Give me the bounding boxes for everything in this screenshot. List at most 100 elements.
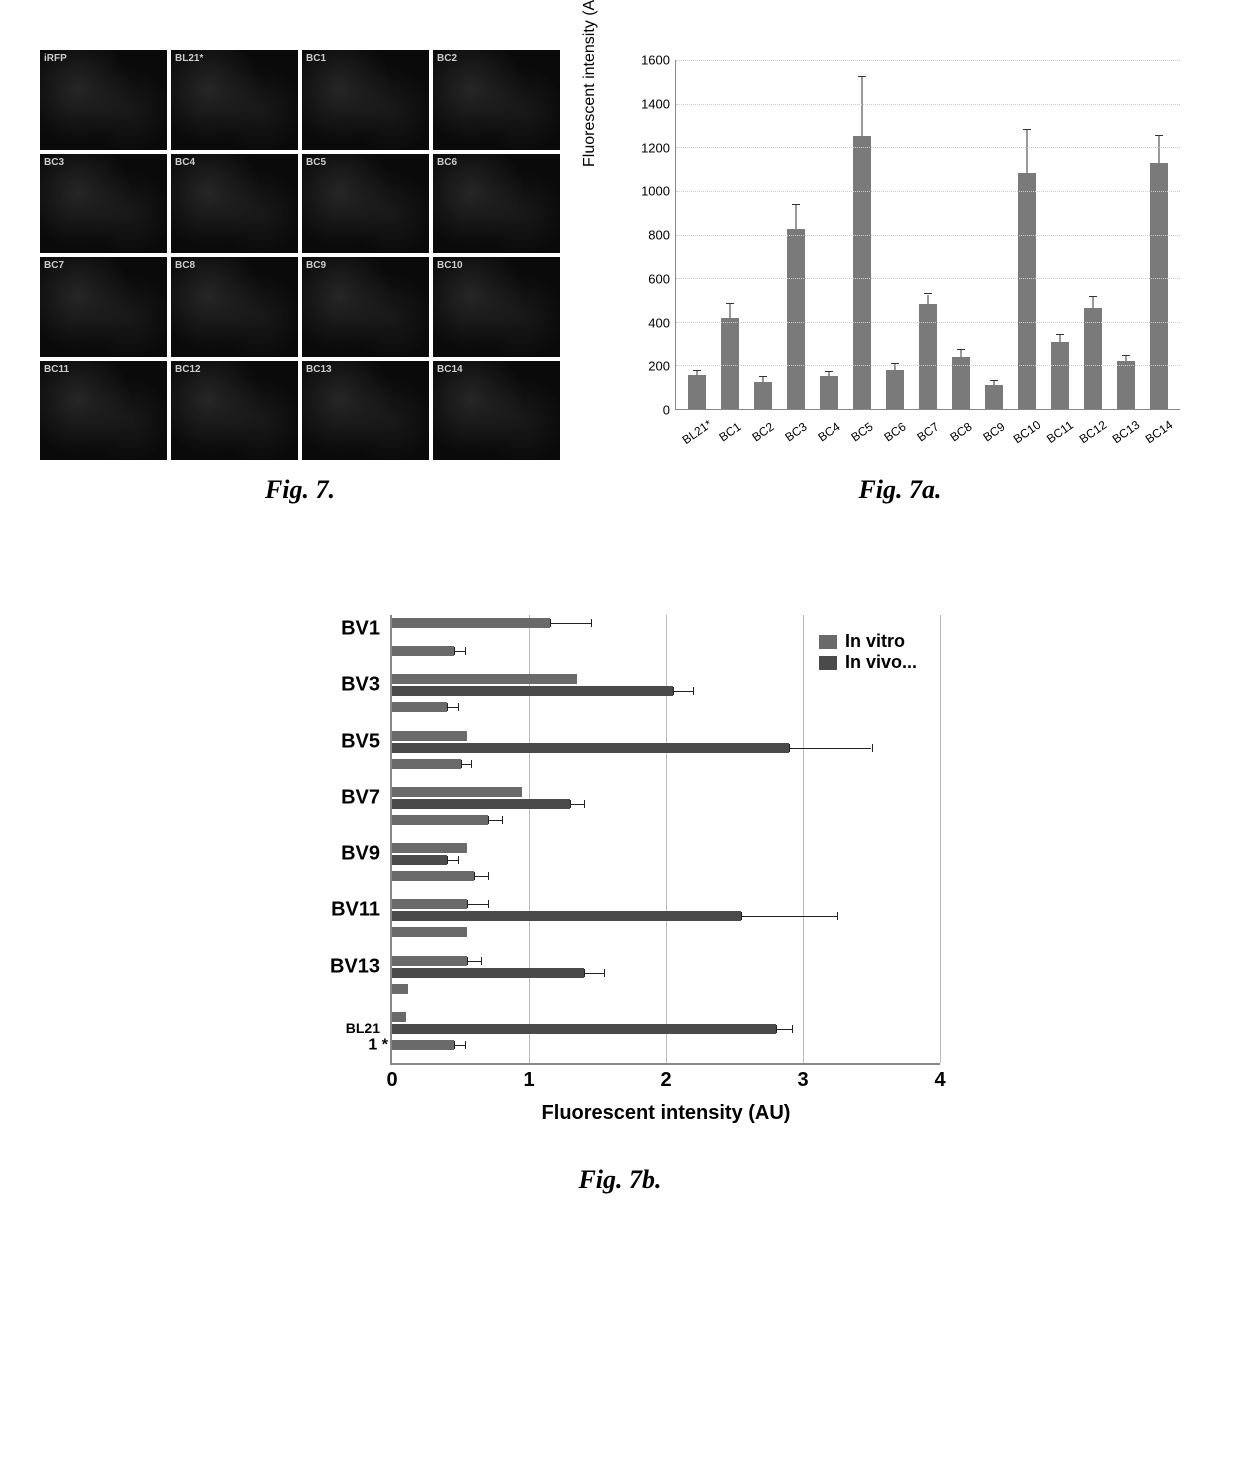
legend-label-invivo: In vivo... [845, 652, 917, 673]
fig7a-plot-area: BL21*BC1BC2BC3BC4BC5BC6BC7BC8BC9BC10BC11… [675, 60, 1180, 410]
fig7b-ytick-label: BV5 [341, 730, 380, 753]
fig7a-bar [1117, 361, 1135, 409]
fig7a-xtick-label: BC10 [1011, 418, 1044, 447]
fig7a-bar [1051, 342, 1069, 409]
fig7-cell: BC14 [433, 361, 560, 461]
fig7-cell-label: BC4 [175, 157, 195, 168]
fig7-cell: iRFP [40, 50, 167, 150]
fig7b-bar-invitro [392, 759, 461, 769]
fig7b-ytick-label: BV13 [330, 955, 380, 978]
fig7a-chart: Fluorescent intensity (AU) BL21*BC1BC2BC… [600, 50, 1190, 460]
fig7b-xtick-label: 4 [934, 1069, 945, 1092]
fig7a-bar [1084, 308, 1102, 409]
fig7a-bar [1018, 173, 1036, 409]
fig7a-ytick-label: 1200 [640, 140, 670, 155]
fig7a-bar [886, 370, 904, 409]
fig7-cell-label: BC1 [306, 53, 326, 64]
fig7a-ytick-label: 0 [640, 403, 670, 418]
fig7-cell: BC10 [433, 257, 560, 357]
fig7-cell: BC8 [171, 257, 298, 357]
fig7a-xtick-label: BC3 [783, 420, 810, 445]
fig7a-caption: Fig. 7a. [600, 475, 1200, 505]
fig7a-bar [754, 382, 772, 409]
fig7b-bar-invitro [392, 646, 454, 656]
fig7b-bar-invitro [392, 674, 577, 684]
legend-swatch-invitro-icon [819, 635, 837, 649]
fig7a-ylabel: Fluorescent intensity (AU) [581, 0, 599, 167]
fig7b-bar-invitro [392, 702, 447, 712]
fig7-cell: BC12 [171, 361, 298, 461]
fig7a-ytick-label: 1600 [640, 53, 670, 68]
fig7b-xlabel: Fluorescent intensity (AU) [542, 1102, 791, 1125]
fig7b-bar-invitro [392, 956, 467, 966]
fig7a-ytick-label: 600 [640, 271, 670, 286]
fig7a-xtick-label: BC5 [849, 420, 876, 445]
fig7-cell-label: BC5 [306, 157, 326, 168]
fig7b-bar-invitro [392, 899, 467, 909]
fig7b-bar-invitro [392, 927, 467, 937]
fig7-cell-label: BC14 [437, 364, 463, 375]
fig7-cell-label: BC10 [437, 260, 463, 271]
fig7-image-grid: iRFP BL21* BC1 BC2 BC3 BC4 BC5 BC6 BC7 BC8 BC9 BC10… [40, 50, 560, 460]
fig7b-legend: In vitro In vivo... [811, 627, 925, 677]
fig7-cell-label: BC6 [437, 157, 457, 168]
fig7a-bar [919, 304, 937, 409]
fig7b-xtick-label: 0 [386, 1069, 397, 1092]
fig7-cell-label: BC7 [44, 260, 64, 271]
fig7b-chart: In vitro In vivo... Fluorescent intensit… [260, 605, 980, 1145]
fig7a-ytick-label: 1400 [640, 96, 670, 111]
fig7a-xtick-label: BC8 [947, 420, 974, 445]
fig7b-bar-invitro [392, 815, 488, 825]
fig7b-bar-invitro [392, 1012, 406, 1022]
fig7-cell: BC3 [40, 154, 167, 254]
fig7b-xtick-label: 1 [523, 1069, 534, 1092]
fig7b: In vitro In vivo... Fluorescent intensit… [260, 605, 980, 1195]
fig7-cell-label: iRFP [44, 53, 67, 64]
fig7a-bar [787, 229, 805, 409]
fig7b-bar-invivo [392, 799, 570, 809]
fig7-cell-label: BC8 [175, 260, 195, 271]
fig7a-ytick-label: 800 [640, 228, 670, 243]
fig7a-bar [820, 376, 838, 409]
legend-swatch-invivo-icon [819, 656, 837, 670]
legend-label-invitro: In vitro [845, 631, 905, 652]
fig7a-xtick-label: BC12 [1076, 418, 1109, 447]
fig7-cell: BC6 [433, 154, 560, 254]
fig7b-xtick-label: 3 [797, 1069, 808, 1092]
fig7a-bar [853, 136, 871, 409]
fig7-cell: BC5 [302, 154, 429, 254]
fig7b-plot-area: In vitro In vivo... Fluorescent intensit… [390, 615, 940, 1065]
fig7b-legend-invitro: In vitro [819, 631, 917, 652]
fig7b-bar-invivo [392, 911, 741, 921]
fig7: iRFP BL21* BC1 BC2 BC3 BC4 BC5 BC6 BC7 BC8 BC9 BC10… [40, 50, 560, 505]
fig7b-bar-invitro [392, 871, 474, 881]
fig7b-bar-invitro [392, 731, 467, 741]
fig7a-ytick-label: 1000 [640, 184, 670, 199]
fig7a-xtick-label: BC9 [980, 420, 1007, 445]
fig7b-bar-invivo [392, 686, 673, 696]
fig7-cell-label: BC11 [44, 364, 69, 375]
fig7-cell-label: BC12 [175, 364, 201, 375]
fig7-cell: BC4 [171, 154, 298, 254]
fig7b-ytick-label: BV1 [341, 618, 380, 641]
fig7-cell: BC11 [40, 361, 167, 461]
fig7a-xtick-label: BC14 [1142, 418, 1175, 447]
fig7b-bar-invivo [392, 743, 789, 753]
fig7a-xtick-label: BL21* [680, 417, 715, 447]
fig7-cell-label: BC3 [44, 157, 64, 168]
fig7-cell-label: BL21* [175, 53, 203, 64]
fig7a-bar [985, 385, 1003, 409]
fig7-cell-label: BC9 [306, 260, 326, 271]
fig7-cell-label: BC13 [306, 364, 332, 375]
fig7a-xtick-label: BC2 [750, 420, 777, 445]
fig7a-xtick-label: BC6 [882, 420, 909, 445]
fig7a-ytick-label: 400 [640, 315, 670, 330]
fig7a-xtick-label: BC13 [1109, 418, 1142, 447]
fig7b-ytick-label: BV11 [331, 899, 380, 922]
fig7-cell: BC1 [302, 50, 429, 150]
fig7b-ytick-label: BV9 [341, 843, 380, 866]
fig7b-bar-invitro [392, 984, 408, 994]
fig7b-bar-invitro [392, 618, 550, 628]
fig7-cell: BC2 [433, 50, 560, 150]
fig7a-xtick-label: BC11 [1044, 418, 1076, 446]
